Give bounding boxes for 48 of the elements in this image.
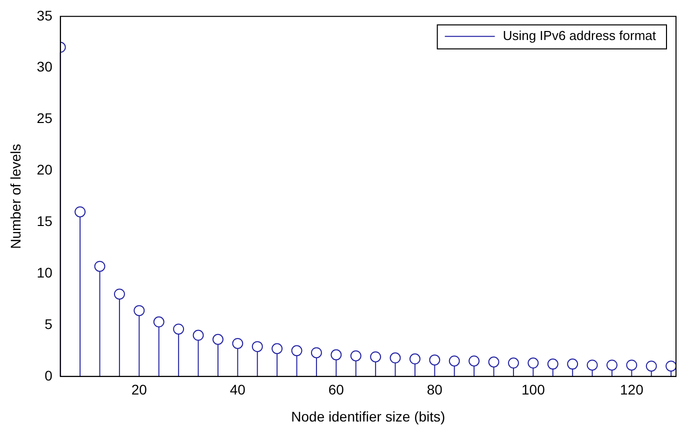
point [528, 358, 539, 369]
point [330, 349, 342, 360]
y-tick-label: 35 [36, 7, 53, 24]
y-tick-label: 15 [36, 212, 53, 229]
point [468, 355, 480, 366]
point [74, 206, 86, 218]
y-tick-label: 10 [36, 264, 53, 280]
y-tick-label: 20 [36, 162, 53, 178]
point [547, 358, 558, 370]
point [586, 360, 598, 371]
point [448, 355, 460, 366]
point [232, 338, 244, 349]
point [508, 358, 519, 369]
x-tick-label: 120 [620, 382, 644, 398]
x-tick-label: 100 [521, 382, 546, 398]
point [212, 334, 224, 345]
point [252, 341, 263, 352]
point [488, 356, 500, 368]
point [94, 260, 106, 272]
point [409, 353, 420, 364]
x-tick-label: 40 [230, 382, 246, 398]
y-tick-label: 30 [36, 58, 53, 75]
point [134, 305, 145, 316]
x-tick-label: 20 [131, 382, 148, 398]
point [272, 343, 283, 354]
x-tick-label: 80 [426, 382, 443, 398]
point [626, 360, 638, 371]
point [429, 354, 440, 366]
point [646, 360, 657, 372]
point [173, 324, 184, 335]
point [114, 288, 125, 300]
point [153, 316, 164, 328]
point [350, 350, 362, 362]
point [567, 358, 578, 370]
y-tick-label: 0 [44, 367, 53, 384]
point [606, 360, 618, 371]
x-tick-label: 60 [328, 382, 344, 398]
point [291, 345, 302, 356]
y-axis-title: Number of levels [7, 144, 24, 249]
point [370, 351, 382, 362]
x-axis-title: Node identifier size (bits) [291, 408, 446, 424]
y-tick-label: 5 [44, 316, 53, 332]
y-tick-label: 25 [36, 110, 53, 126]
point [192, 330, 204, 341]
legend-label: Using IPv6 address format [502, 28, 656, 43]
point [310, 347, 322, 358]
point [666, 360, 676, 372]
point [390, 352, 401, 364]
